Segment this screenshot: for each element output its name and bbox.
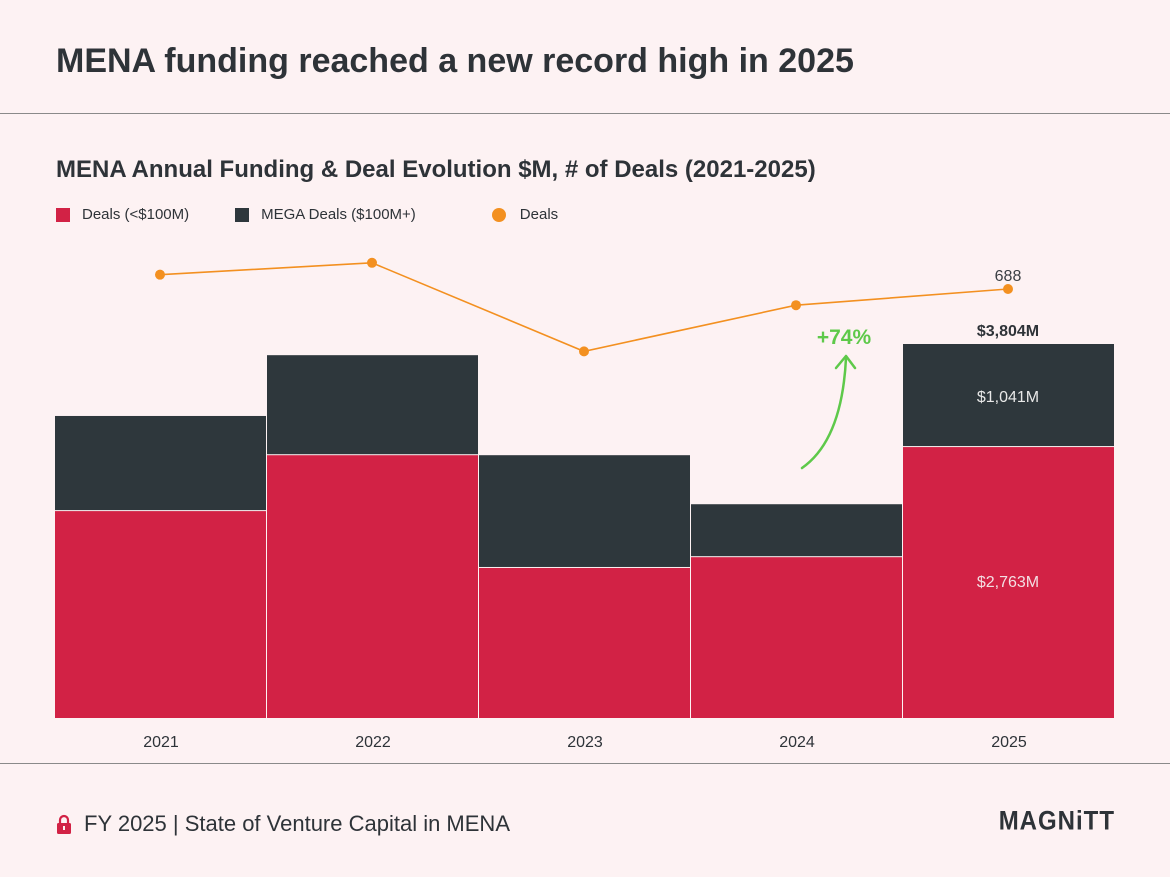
x-tick-label: 2023: [567, 734, 603, 751]
deals-line: [159, 262, 1009, 353]
legend-item-deal-count: Deals: [491, 206, 559, 223]
x-tick-label: 2022: [355, 734, 391, 751]
legend-item-deals: Deals (<$100M): [56, 206, 189, 223]
deal-count-label: 688: [995, 268, 1022, 285]
legend-dot: [491, 207, 506, 222]
divider: [0, 763, 1170, 764]
deals-point: [367, 257, 377, 268]
deals-point: [155, 269, 165, 280]
footer-text: FY 2025 | State of Venture Capital in ME…: [84, 811, 510, 836]
legend-label: Deals: [519, 206, 559, 223]
bar-deals: [691, 557, 902, 718]
legend-swatch: [56, 207, 70, 222]
footer: FY 2025 | State of Venture Capital in ME…: [56, 811, 510, 837]
growth-arrow-icon: [800, 356, 848, 470]
bar-mega-deals: [479, 455, 690, 567]
bar-mega-deals: [691, 504, 902, 557]
lock-icon: [57, 814, 71, 834]
page-title: MENA funding reached a new record high i…: [56, 42, 854, 80]
divider: [0, 113, 1170, 114]
chart-title: MENA Annual Funding & Deal Evolution $M,…: [56, 156, 816, 183]
legend-item-mega: MEGA Deals ($100M+): [235, 206, 416, 223]
bar-deals: [267, 455, 478, 718]
bar-mega-deals: [903, 344, 1114, 447]
legend-label: Deals (<$100M): [82, 206, 190, 223]
bar-mega-deals: [55, 415, 266, 511]
bar-deals: [479, 567, 690, 718]
mega-value-label: $1,041M: [977, 389, 1039, 406]
bar-deals: [903, 447, 1114, 718]
deals-point: [1003, 284, 1013, 294]
bar-mega-deals: [267, 355, 478, 455]
growth-annotation: +74%: [817, 326, 872, 349]
deals-value-label: $2,763M: [977, 574, 1039, 591]
bar-deals: [55, 511, 266, 718]
growth-arrowhead-icon: [834, 354, 857, 370]
legend: Deals (<$100M) MEGA Deals ($100M+) Deals: [56, 206, 604, 223]
legend-label: MEGA Deals ($100M+): [261, 206, 416, 223]
legend-swatch: [235, 207, 250, 222]
magnitt-logo: MAGNiTT: [998, 806, 1115, 837]
x-tick-label: 2021: [143, 734, 179, 751]
total-label: $3,804M: [977, 323, 1039, 340]
deals-point: [579, 346, 589, 357]
x-tick-label: 2024: [779, 734, 815, 751]
x-tick-label: 2025: [991, 734, 1027, 751]
deals-point: [791, 300, 801, 311]
